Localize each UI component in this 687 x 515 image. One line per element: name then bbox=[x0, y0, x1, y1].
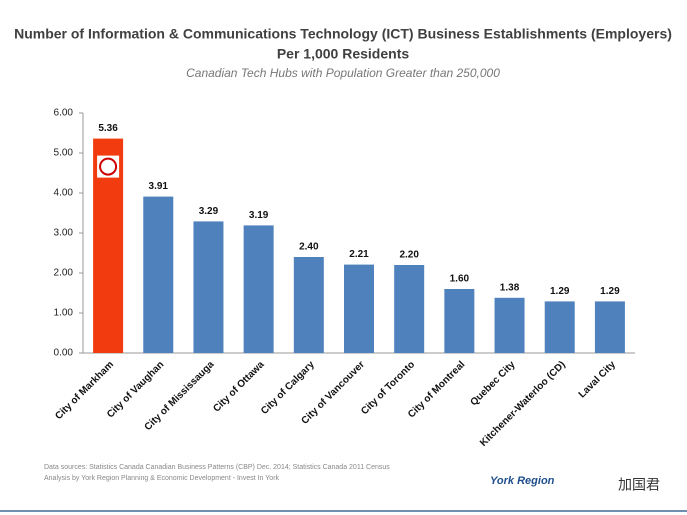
chart-title-line2: Per 1,000 Residents bbox=[277, 46, 410, 62]
y-tick-label: 0.00 bbox=[54, 348, 74, 359]
x-tick-label: City of Toronto bbox=[359, 359, 417, 417]
source-note: Analysis by York Region Planning & Econo… bbox=[44, 475, 280, 482]
source-note: Data sources: Statistics Canada Canadian… bbox=[44, 464, 390, 471]
bar bbox=[494, 297, 525, 353]
value-label: 3.29 bbox=[199, 206, 219, 217]
y-tick-label: 1.00 bbox=[54, 308, 74, 319]
y-tick-label: 3.00 bbox=[54, 228, 74, 239]
bar bbox=[544, 301, 575, 353]
value-label: 1.29 bbox=[600, 286, 620, 297]
value-label: 3.19 bbox=[249, 210, 269, 221]
x-tick-label: Kitchener-Waterloo (CD) bbox=[478, 359, 568, 449]
value-label: 1.38 bbox=[500, 282, 520, 293]
x-tick-label: City of Ottawa bbox=[211, 359, 267, 415]
bar bbox=[594, 301, 625, 353]
y-tick-label: 6.00 bbox=[54, 108, 74, 119]
bar bbox=[243, 225, 274, 353]
value-label: 1.29 bbox=[550, 286, 570, 297]
chart-title: Number of Information & Communications T… bbox=[14, 26, 672, 42]
markham-logo bbox=[97, 155, 120, 178]
logo: York Region bbox=[490, 475, 555, 487]
y-tick-label: 5.00 bbox=[54, 148, 74, 159]
bar bbox=[444, 289, 475, 353]
x-tick-label: Quebec City bbox=[468, 359, 517, 408]
bar bbox=[193, 221, 224, 353]
y-tick-label: 4.00 bbox=[54, 188, 74, 199]
value-label: 1.60 bbox=[450, 274, 470, 285]
chart-subtitle: Canadian Tech Hubs with Population Great… bbox=[186, 66, 500, 80]
bar bbox=[394, 265, 425, 353]
value-label: 2.21 bbox=[349, 249, 369, 260]
watermark: 加国君 bbox=[618, 477, 660, 493]
bar bbox=[293, 257, 324, 353]
value-label: 3.91 bbox=[149, 181, 169, 192]
y-tick-label: 2.00 bbox=[54, 268, 74, 279]
value-label: 2.20 bbox=[399, 250, 419, 261]
bar bbox=[344, 264, 374, 353]
bar bbox=[143, 196, 174, 353]
value-label: 5.36 bbox=[98, 123, 118, 134]
x-tick-label: City of Calgary bbox=[259, 359, 317, 417]
x-tick-label: Laval City bbox=[577, 359, 618, 400]
value-label: 2.40 bbox=[299, 242, 319, 253]
